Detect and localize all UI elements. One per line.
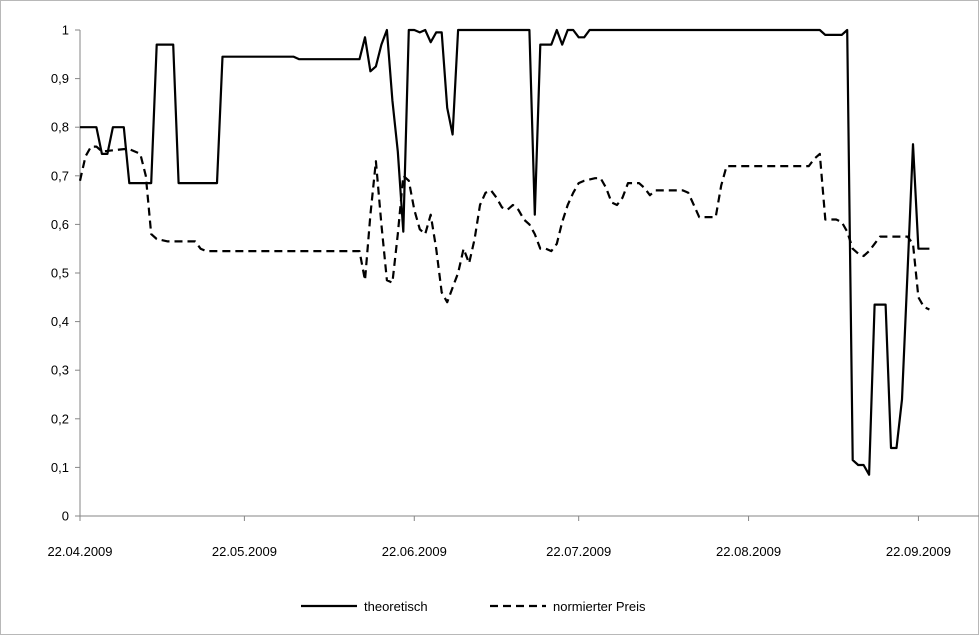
y-tick-label: 0 bbox=[62, 509, 69, 524]
y-tick-label: 0,5 bbox=[51, 266, 69, 281]
legend-label-normierter-preis: normierter Preis bbox=[553, 599, 646, 614]
x-tick-label: 22.04.2009 bbox=[47, 544, 112, 559]
x-tick-label: 22.09.2009 bbox=[886, 544, 951, 559]
y-tick-label: 1 bbox=[62, 23, 69, 38]
y-tick-label: 0,3 bbox=[51, 363, 69, 378]
x-tick-label: 22.05.2009 bbox=[212, 544, 277, 559]
x-tick-label: 22.07.2009 bbox=[546, 544, 611, 559]
y-tick-label: 0,9 bbox=[51, 71, 69, 86]
y-tick-label: 0,7 bbox=[51, 168, 69, 183]
series-line-normierter-preis bbox=[78, 145, 930, 311]
y-tick-label: 0,4 bbox=[51, 314, 69, 329]
y-tick-label: 0,8 bbox=[51, 120, 69, 135]
y-tick-label: 0,1 bbox=[51, 460, 69, 475]
legend: theoretisch normierter Preis bbox=[301, 599, 646, 614]
series-line-theoretisch bbox=[80, 28, 930, 476]
y-tick-label: 0,6 bbox=[51, 217, 69, 232]
x-tick-label: 22.06.2009 bbox=[382, 544, 447, 559]
y-tick-label: 0,2 bbox=[51, 411, 69, 426]
legend-label-theoretisch: theoretisch bbox=[364, 599, 428, 614]
series-layer bbox=[78, 28, 930, 476]
x-tick-label: 22.08.2009 bbox=[716, 544, 781, 559]
axes: 0 0,1 0,2 0,3 0,4 0,5 0,6 0,7 0,8 0,9 1 22.04.2009 2… bbox=[47, 23, 979, 559]
